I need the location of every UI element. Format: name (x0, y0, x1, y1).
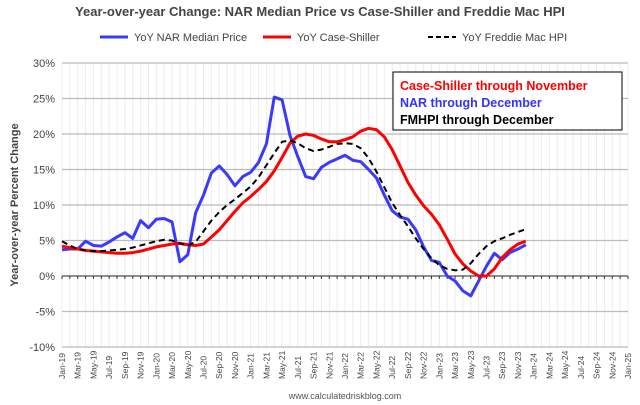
legend-label: YoY Case-Shiller (297, 32, 380, 44)
x-tick-label: Nov-21 (324, 351, 334, 379)
annotation-box: Case-Shiller through November NAR throug… (392, 71, 623, 131)
annotation-fmhpi: FMHPI through December (400, 113, 554, 127)
source-label: www.calculatedriskblog.com (288, 391, 402, 401)
x-tick-label: Mar-22 (356, 352, 366, 379)
x-tick-label: Sep-20 (214, 351, 224, 379)
x-tick-label: Mar-24 (544, 352, 554, 379)
y-tick-label: -5% (35, 307, 55, 319)
x-tick-label: May-19 (88, 350, 98, 379)
series-line-0 (61, 95, 527, 298)
x-tick-label: Mar-23 (450, 352, 460, 379)
x-tick-label: Jan-21 (246, 353, 256, 379)
x-tick-label: Jul-21 (293, 356, 303, 379)
x-tick-label: May-20 (183, 350, 193, 379)
series-line-1 (61, 126, 527, 278)
legend-label: YoY NAR Median Price (134, 32, 247, 44)
y-tick-label: 25% (33, 94, 55, 106)
y-tick-label: 0% (39, 271, 55, 283)
x-tick-label: Mar-20 (167, 352, 177, 379)
x-tick-label: May-21 (277, 350, 287, 379)
y-axis-label: Year-over-year Percent Change (9, 123, 21, 286)
x-tick-label: May-24 (560, 350, 570, 379)
series-line-2 (61, 139, 527, 272)
x-tick-label: Nov-19 (136, 351, 146, 379)
x-tick-label: Mar-21 (261, 352, 271, 379)
x-tick-label: Jan-24 (529, 353, 539, 379)
chart-title: Year-over-year Change: NAR Median Price … (75, 4, 565, 19)
annotation-nar: NAR through December (400, 96, 542, 110)
x-tick-label: Sep-23 (497, 351, 507, 379)
x-tick-label: Jul-20 (199, 356, 209, 379)
x-tick-label: Jan-22 (340, 353, 350, 379)
annotation-case-shiller: Case-Shiller through November (400, 79, 588, 93)
y-tick-label: 10% (33, 200, 55, 212)
x-tick-label: Jan-25 (623, 353, 633, 379)
x-tick-label: Sep-24 (592, 351, 602, 379)
x-tick-label: Sep-21 (309, 351, 319, 379)
x-tick-label: Mar-19 (73, 352, 83, 379)
x-tick-label: Jul-24 (576, 356, 586, 379)
x-tick-label: Jan-20 (151, 353, 161, 379)
y-tick-label: -10% (29, 342, 55, 354)
y-tick-label: 5% (39, 236, 55, 248)
y-tick-label: 15% (33, 165, 55, 177)
x-tick-label: Jan-19 (57, 353, 67, 379)
x-tick-label: Sep-19 (120, 351, 130, 379)
legend-label: YoY Freddie Mac HPI (462, 32, 567, 44)
y-tick-label: 20% (33, 129, 55, 141)
x-tick-label: Nov-24 (607, 351, 617, 379)
x-tick-label: Jul-23 (482, 356, 492, 379)
x-tick-label: Jul-19 (104, 356, 114, 379)
x-tick-label: Jan-23 (434, 353, 444, 379)
x-tick-label: Jul-22 (387, 356, 397, 379)
x-tick-label: May-22 (371, 350, 381, 379)
x-tick-label: Sep-22 (403, 351, 413, 379)
x-tick-label: Nov-22 (419, 351, 429, 379)
y-tick-label: 30% (33, 58, 55, 70)
x-tick-label: Nov-20 (230, 351, 240, 379)
x-tick-label: Nov-23 (513, 351, 523, 379)
x-tick-label: May-23 (466, 350, 476, 379)
